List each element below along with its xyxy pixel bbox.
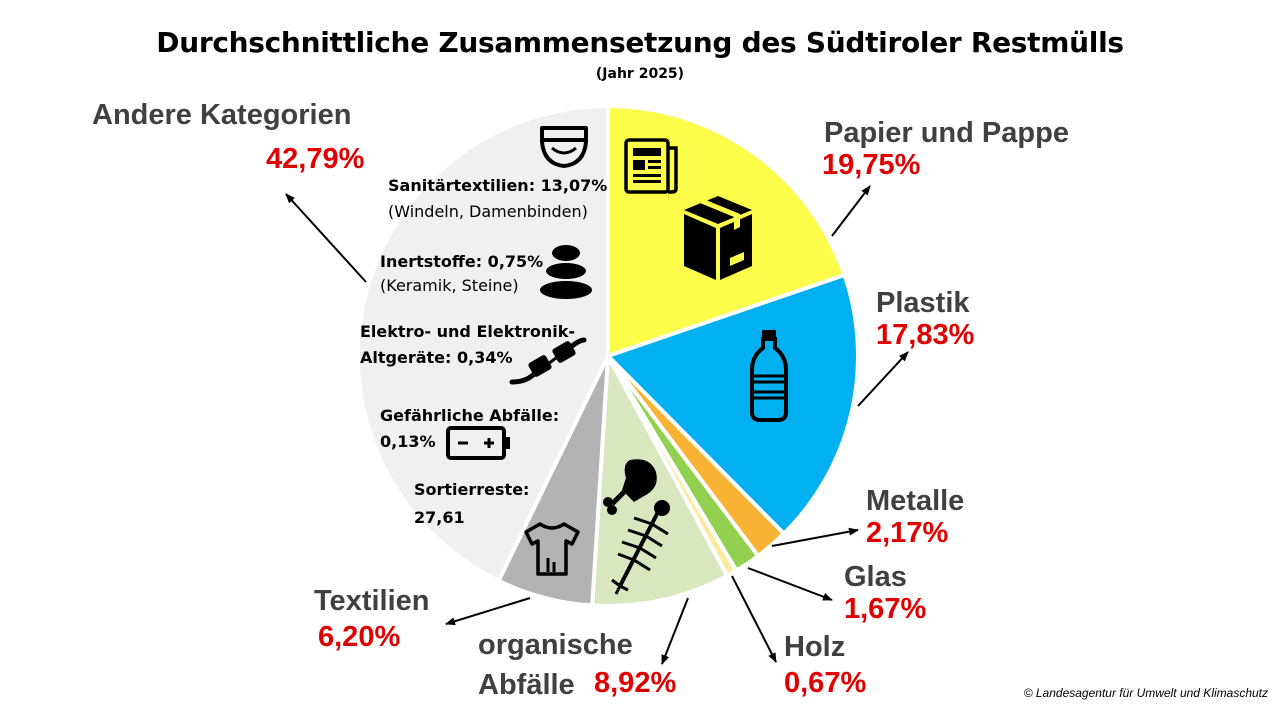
label-organisch-1: organische <box>478 629 633 661</box>
pct-textilien: 6,20% <box>318 621 401 653</box>
label-arrows <box>285 185 909 665</box>
arrow-holz <box>731 575 777 663</box>
label-andere: Andere Kategorien <box>92 99 352 131</box>
pie-slices <box>356 104 860 608</box>
arrow-papier <box>831 185 871 237</box>
pct-organisch: 8,92% <box>594 667 677 699</box>
sub-gefaehrlich-note: 0,13% <box>380 432 436 451</box>
stones-icon <box>540 245 592 299</box>
label-plastik: Plastik <box>876 287 970 319</box>
plug-icon <box>509 337 587 385</box>
box-icon <box>684 196 752 280</box>
tshirt-icon <box>524 522 580 576</box>
diaper-icon <box>540 126 588 168</box>
label-glas: Glas <box>844 561 907 593</box>
label-metalle: Metalle <box>866 485 965 517</box>
sub-elektro-note: Altgeräte: 0,34% <box>360 348 513 367</box>
chicken-leg-icon <box>603 459 657 515</box>
label-organisch-2: Abfälle <box>478 669 575 701</box>
chart-title: Durchschnittliche Zusammensetzung des Sü… <box>156 26 1124 59</box>
pct-papier: 19,75% <box>822 149 921 181</box>
arrow-glas <box>747 567 833 601</box>
pct-plastik: 17,83% <box>876 319 975 351</box>
pct-holz: 0,67% <box>784 667 867 699</box>
arrow-metalle <box>771 527 859 547</box>
pct-andere: 42,79% <box>266 143 365 175</box>
pie-slice-plastik <box>606 273 860 536</box>
sub-inert: Inertstoffe: 0,75% <box>380 252 544 271</box>
sub-sortier: Sortierreste: <box>414 480 530 499</box>
fish-bone-icon <box>611 500 670 595</box>
sub-sanitaer-note: (Windeln, Damenbinden) <box>388 202 588 221</box>
pie-slice-andere <box>356 104 610 583</box>
label-textilien: Textilien <box>314 585 430 617</box>
arrow-andere <box>285 193 367 283</box>
sub-sortier-note: 27,61 <box>414 508 465 527</box>
sub-elektro: Elektro- und Elektronik- <box>360 322 576 341</box>
sub-inert-note: (Keramik, Steine) <box>380 276 519 295</box>
arrow-plastik <box>857 351 909 407</box>
copyright-note: © Landesagentur für Umwelt und Klimaschu… <box>1023 686 1268 700</box>
sub-sanitaer: Sanitärtextilien: 13,07% <box>388 176 608 195</box>
chart-subtitle: (Jahr 2025) <box>595 66 685 82</box>
arrow-textilien <box>445 597 531 626</box>
pct-glas: 1,67% <box>844 593 927 625</box>
battery-icon <box>446 426 510 460</box>
pct-metalle: 2,17% <box>866 517 949 549</box>
arrow-organisch <box>661 597 689 665</box>
label-holz: Holz <box>784 631 846 663</box>
label-papier: Papier und Pappe <box>824 117 1069 149</box>
bottle-icon <box>750 330 788 422</box>
sub-gefaehrlich: Gefährliche Abfälle: <box>380 406 560 425</box>
newspaper-icon <box>624 138 678 194</box>
